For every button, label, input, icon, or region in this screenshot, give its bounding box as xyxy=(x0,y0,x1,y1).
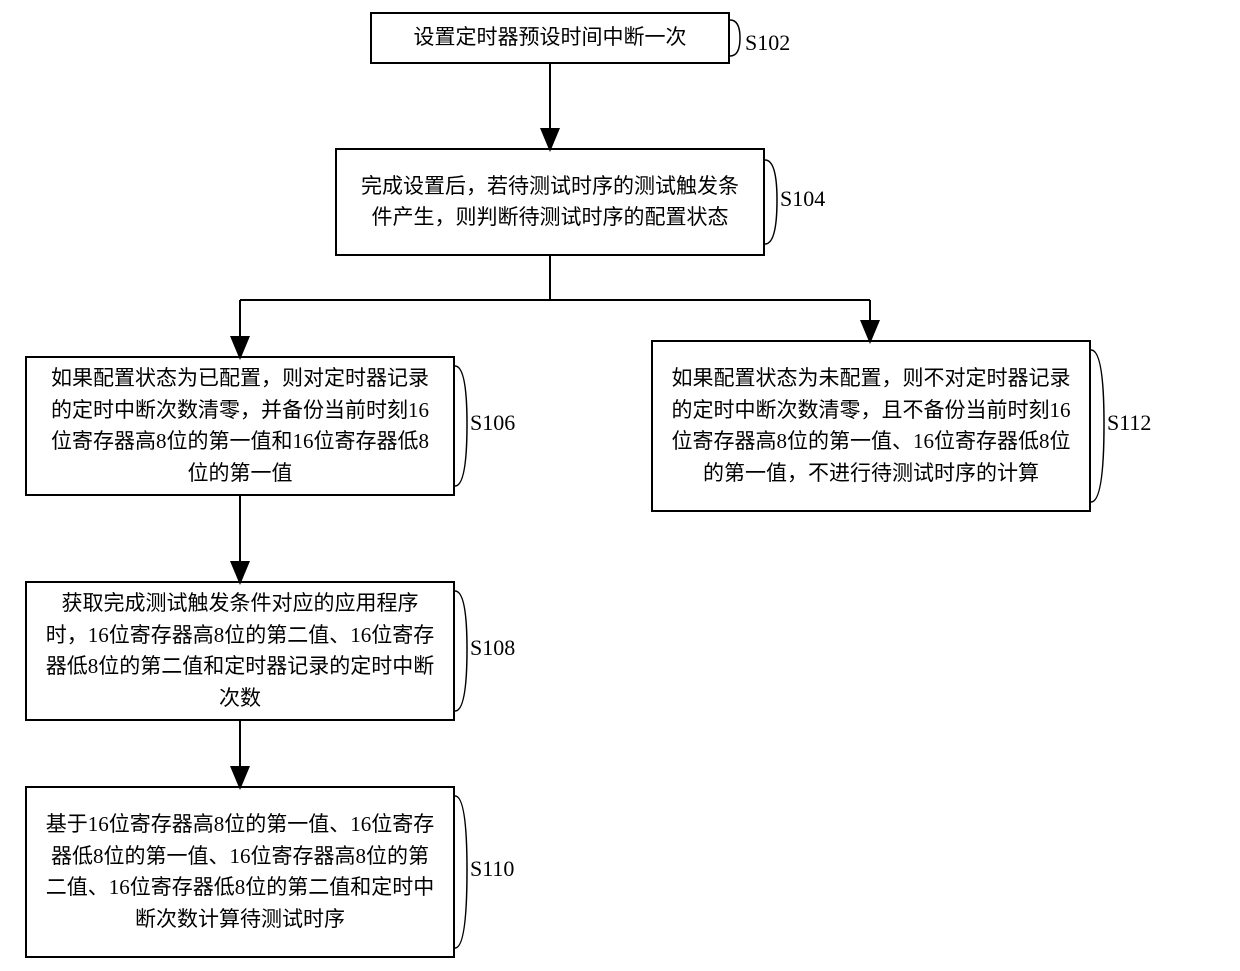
label-s106: S106 xyxy=(470,410,515,436)
label-s104: S104 xyxy=(780,186,825,212)
node-s106: 如果配置状态为已配置，则对定时器记录的定时中断次数清零，并备份当前时刻16位寄存… xyxy=(25,356,455,496)
node-s104-text: 完成设置后，若待测试时序的测试触发条件产生，则判断待测试时序的配置状态 xyxy=(351,171,749,234)
node-s110-text: 基于16位寄存器高8位的第一值、16位寄存器低8位的第一值、16位寄存器高8位的… xyxy=(41,809,439,935)
node-s102: 设置定时器预设时间中断一次 xyxy=(370,12,730,64)
node-s102-text: 设置定时器预设时间中断一次 xyxy=(414,22,687,54)
node-s104: 完成设置后，若待测试时序的测试触发条件产生，则判断待测试时序的配置状态 xyxy=(335,148,765,256)
node-s106-text: 如果配置状态为已配置，则对定时器记录的定时中断次数清零，并备份当前时刻16位寄存… xyxy=(41,363,439,489)
node-s112-text: 如果配置状态为未配置，则不对定时器记录的定时中断次数清零，且不备份当前时刻16位… xyxy=(667,363,1075,489)
flowchart-canvas: 设置定时器预设时间中断一次 S102 完成设置后，若待测试时序的测试触发条件产生… xyxy=(0,0,1240,971)
node-s112: 如果配置状态为未配置，则不对定时器记录的定时中断次数清零，且不备份当前时刻16位… xyxy=(651,340,1091,512)
label-s112: S112 xyxy=(1107,410,1151,436)
node-s110: 基于16位寄存器高8位的第一值、16位寄存器低8位的第一值、16位寄存器高8位的… xyxy=(25,786,455,958)
node-s108-text: 获取完成测试触发条件对应的应用程序时，16位寄存器高8位的第二值、16位寄存器低… xyxy=(41,588,439,714)
label-s108: S108 xyxy=(470,635,515,661)
label-s102: S102 xyxy=(745,30,790,56)
label-s110: S110 xyxy=(470,856,514,882)
node-s108: 获取完成测试触发条件对应的应用程序时，16位寄存器高8位的第二值、16位寄存器低… xyxy=(25,581,455,721)
